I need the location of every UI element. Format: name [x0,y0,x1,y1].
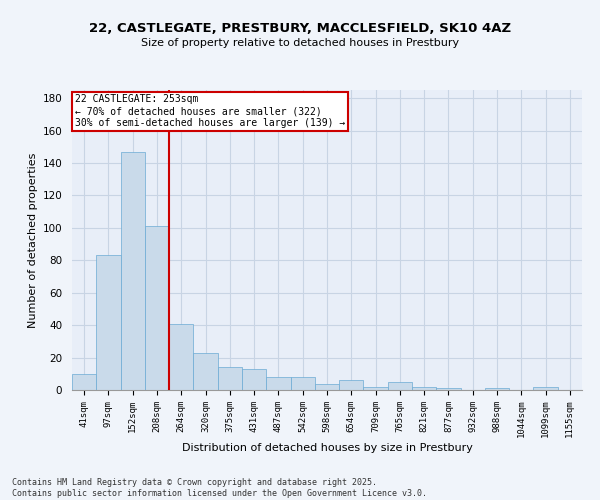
Text: Size of property relative to detached houses in Prestbury: Size of property relative to detached ho… [141,38,459,48]
Bar [145,226,169,390]
Bar [485,388,509,390]
Bar [436,388,461,390]
Text: 22, CASTLEGATE, PRESTBURY, MACCLESFIELD, SK10 4AZ: 22, CASTLEGATE, PRESTBURY, MACCLESFIELD,… [89,22,511,36]
Bar [412,387,436,390]
Text: Contains HM Land Registry data © Crown copyright and database right 2025.
Contai: Contains HM Land Registry data © Crown c… [12,478,427,498]
Bar [339,380,364,390]
Bar [218,368,242,390]
Bar [121,152,145,390]
Y-axis label: Number of detached properties: Number of detached properties [28,152,38,328]
X-axis label: Distribution of detached houses by size in Prestbury: Distribution of detached houses by size … [182,443,472,453]
Bar [533,387,558,390]
Bar [96,256,121,390]
Bar [72,374,96,390]
Bar [388,382,412,390]
Bar [290,377,315,390]
Text: 22 CASTLEGATE: 253sqm
← 70% of detached houses are smaller (322)
30% of semi-det: 22 CASTLEGATE: 253sqm ← 70% of detached … [74,94,345,128]
Bar [315,384,339,390]
Bar [242,369,266,390]
Bar [364,387,388,390]
Bar [266,377,290,390]
Bar [193,352,218,390]
Bar [169,324,193,390]
